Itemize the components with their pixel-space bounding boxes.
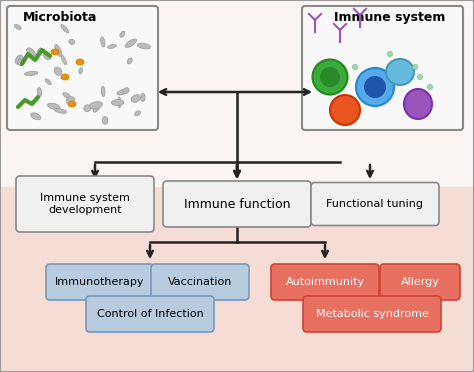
Ellipse shape bbox=[35, 48, 41, 61]
Text: Immune function: Immune function bbox=[184, 198, 290, 211]
Ellipse shape bbox=[89, 102, 102, 109]
Ellipse shape bbox=[14, 25, 21, 29]
Ellipse shape bbox=[63, 93, 71, 98]
Ellipse shape bbox=[100, 37, 105, 47]
Ellipse shape bbox=[102, 116, 108, 124]
Ellipse shape bbox=[111, 100, 124, 105]
Ellipse shape bbox=[25, 71, 38, 76]
Ellipse shape bbox=[388, 51, 392, 57]
FancyBboxPatch shape bbox=[271, 264, 379, 300]
Ellipse shape bbox=[131, 95, 140, 102]
FancyBboxPatch shape bbox=[380, 264, 460, 300]
Text: Immunotherapy: Immunotherapy bbox=[55, 277, 145, 287]
FancyBboxPatch shape bbox=[46, 264, 154, 300]
Ellipse shape bbox=[93, 105, 100, 112]
Ellipse shape bbox=[120, 31, 125, 37]
FancyBboxPatch shape bbox=[86, 296, 214, 332]
Ellipse shape bbox=[386, 59, 414, 85]
Text: Control of Infection: Control of Infection bbox=[97, 309, 203, 319]
Ellipse shape bbox=[47, 103, 60, 109]
Ellipse shape bbox=[108, 44, 116, 48]
Ellipse shape bbox=[364, 76, 386, 98]
Ellipse shape bbox=[37, 87, 42, 97]
Ellipse shape bbox=[128, 58, 132, 64]
FancyBboxPatch shape bbox=[0, 187, 474, 372]
FancyBboxPatch shape bbox=[302, 6, 463, 130]
Ellipse shape bbox=[117, 89, 128, 95]
Ellipse shape bbox=[412, 64, 418, 70]
Ellipse shape bbox=[68, 101, 76, 107]
Text: Autoimmunity: Autoimmunity bbox=[285, 277, 365, 287]
Ellipse shape bbox=[353, 64, 357, 70]
Ellipse shape bbox=[356, 68, 394, 106]
Ellipse shape bbox=[76, 59, 84, 65]
Ellipse shape bbox=[404, 89, 432, 119]
Text: Immune system: Immune system bbox=[334, 10, 446, 23]
Text: Vaccination: Vaccination bbox=[168, 277, 232, 287]
Text: Microbiota: Microbiota bbox=[23, 10, 97, 23]
Ellipse shape bbox=[141, 93, 145, 102]
FancyBboxPatch shape bbox=[151, 264, 249, 300]
Ellipse shape bbox=[101, 86, 105, 97]
Ellipse shape bbox=[61, 74, 69, 80]
FancyBboxPatch shape bbox=[7, 6, 158, 130]
Ellipse shape bbox=[55, 45, 62, 57]
Ellipse shape bbox=[54, 108, 67, 113]
Ellipse shape bbox=[123, 88, 129, 93]
Ellipse shape bbox=[118, 97, 121, 108]
FancyBboxPatch shape bbox=[163, 181, 311, 227]
Ellipse shape bbox=[15, 55, 23, 64]
Ellipse shape bbox=[51, 49, 59, 55]
FancyBboxPatch shape bbox=[16, 176, 154, 232]
FancyBboxPatch shape bbox=[0, 0, 474, 187]
FancyBboxPatch shape bbox=[311, 183, 439, 225]
Ellipse shape bbox=[69, 39, 75, 45]
Ellipse shape bbox=[84, 105, 91, 112]
Ellipse shape bbox=[61, 25, 69, 33]
FancyBboxPatch shape bbox=[303, 296, 441, 332]
Ellipse shape bbox=[418, 74, 422, 80]
Ellipse shape bbox=[45, 79, 51, 85]
Text: Functional tuning: Functional tuning bbox=[327, 199, 423, 209]
Ellipse shape bbox=[54, 67, 62, 75]
Text: Immune system
development: Immune system development bbox=[40, 193, 130, 215]
Ellipse shape bbox=[18, 59, 22, 65]
Ellipse shape bbox=[428, 84, 432, 90]
Ellipse shape bbox=[31, 113, 41, 120]
Ellipse shape bbox=[135, 111, 140, 116]
Ellipse shape bbox=[125, 39, 137, 48]
Text: Metabolic syndrome: Metabolic syndrome bbox=[316, 309, 428, 319]
Ellipse shape bbox=[79, 68, 82, 74]
Ellipse shape bbox=[137, 43, 150, 49]
Ellipse shape bbox=[27, 48, 35, 56]
Ellipse shape bbox=[44, 53, 51, 60]
Ellipse shape bbox=[66, 97, 75, 104]
Ellipse shape bbox=[312, 60, 347, 94]
Ellipse shape bbox=[330, 95, 360, 125]
Ellipse shape bbox=[61, 55, 66, 65]
Text: Allergy: Allergy bbox=[401, 277, 439, 287]
Ellipse shape bbox=[320, 67, 340, 87]
